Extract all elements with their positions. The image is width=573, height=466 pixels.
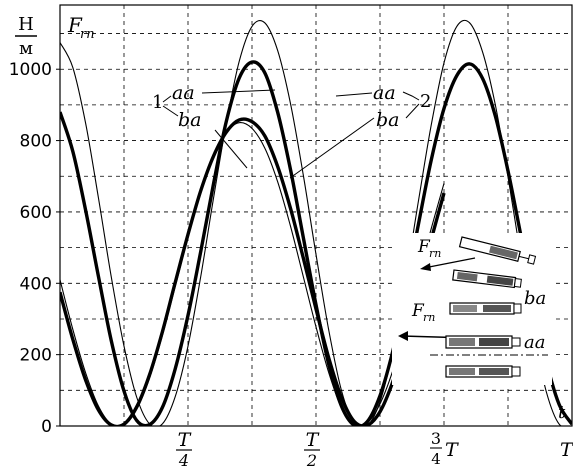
group1-ba-label: ba — [178, 109, 202, 131]
inset-magnet-1 — [458, 236, 537, 265]
inset-force-label-bottom: F rn — [411, 301, 435, 324]
series-1-ba-line — [60, 117, 446, 426]
y-quantity-symbol: F — [67, 13, 83, 37]
x-tick-prefix-denominator: 4 — [431, 450, 441, 466]
inset-force-symbol-2: F — [411, 301, 425, 321]
curve-annotations: 1 aa ba aa ba 2 — [152, 82, 431, 179]
x-tick-prefix-numerator: 3 — [431, 429, 441, 448]
inset-magnet-3 — [449, 302, 522, 315]
y-tick-label: 400 — [20, 274, 52, 294]
y-axis-unit: Н м — [15, 14, 37, 59]
y-tick-label: 200 — [20, 346, 52, 366]
x-tick-denominator: 4 — [178, 451, 189, 466]
inset-magnet-4 — [445, 335, 521, 349]
inset-label-aa: aa — [524, 332, 545, 353]
y-unit-numerator: Н — [18, 14, 34, 35]
inset-force-label-top: F rn — [417, 237, 441, 260]
y-tick-label: 800 — [20, 132, 52, 152]
x-tick-label: T — [445, 439, 459, 461]
inset-magnet-2 — [452, 269, 522, 289]
group1-label: 1 — [152, 92, 163, 113]
group2-aa-label: aa — [373, 82, 396, 104]
y-tick-label: 600 — [20, 203, 52, 223]
y-axis-quantity: F rn — [67, 13, 95, 42]
x-tick-denominator: 2 — [306, 451, 317, 466]
inset-force-symbol: F — [417, 237, 431, 257]
x-tick-label: T — [560, 439, 573, 461]
x-axis-label: t — [558, 402, 566, 423]
group1-aa-label: aa — [172, 82, 195, 104]
inset-magnet-5 — [445, 365, 521, 378]
inset-label-ba: ba — [524, 288, 546, 309]
y-quantity-subscript: rn — [80, 27, 95, 42]
x-tick-numerator: T — [178, 429, 192, 451]
y-unit-denominator: м — [19, 38, 33, 59]
group2-ba-label: ba — [376, 109, 400, 131]
inset-force-arrow-top — [423, 257, 476, 269]
y-tick-label: 0 — [41, 417, 52, 437]
inset-illustration: F rn F rn — [392, 233, 552, 385]
group2-label: 2 — [420, 91, 431, 112]
y-tick-label: 1000 — [9, 60, 52, 80]
inset-force-subscript-2: rn — [423, 311, 435, 324]
x-tick-numerator: T — [306, 429, 320, 451]
plot-frame — [59, 4, 573, 427]
y-axis-ticks: 0 200 400 600 800 1000 — [9, 60, 60, 437]
inset-force-subscript: rn — [429, 247, 441, 260]
series-2-aa-line — [60, 19, 572, 426]
